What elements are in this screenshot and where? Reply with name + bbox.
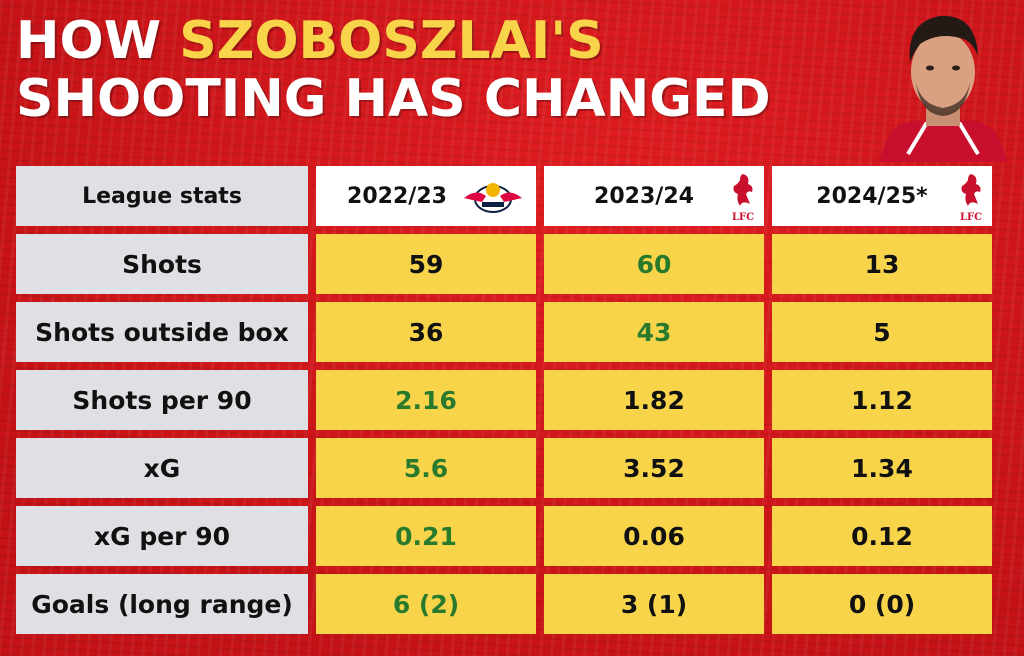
header-label: 2024/25* bbox=[816, 183, 928, 209]
header-row: League stats 2022/23 2023/24 LFC 2024/25… bbox=[16, 166, 992, 226]
header-label: 2022/23 bbox=[347, 183, 447, 209]
cell-xg-2023-24: 3.52 bbox=[544, 438, 764, 498]
table-row: Shots outside box 36 43 5 bbox=[16, 302, 992, 362]
cell-shots-2024-25: 13 bbox=[772, 234, 992, 294]
cell-shots-2023-24: 60 bbox=[544, 234, 764, 294]
cell-xg-2022-23: 5.6 bbox=[316, 438, 536, 498]
liverpool-fc-logo-icon: LFC bbox=[732, 174, 754, 223]
table-row: Shots per 90 2.16 1.82 1.12 bbox=[16, 370, 992, 430]
cell-shots-2022-23: 59 bbox=[316, 234, 536, 294]
cell-shots-per-90-2022-23: 2.16 bbox=[316, 370, 536, 430]
cell-shots-per-90-2024-25: 1.12 bbox=[772, 370, 992, 430]
header-2023-24: 2023/24 LFC bbox=[544, 166, 764, 226]
cell-shots-outside-box-2023-24: 43 bbox=[544, 302, 764, 362]
stats-table: League stats 2022/23 2023/24 LFC 2024/25… bbox=[8, 158, 1000, 642]
row-label-xg: xG bbox=[16, 438, 308, 498]
cell-xg-per-90-2022-23: 0.21 bbox=[316, 506, 536, 566]
cell-goals-2023-24: 3 (1) bbox=[544, 574, 764, 634]
rb-leipzig-logo-icon bbox=[464, 183, 522, 213]
title-line2: SHOOTING HAS CHANGED bbox=[16, 69, 771, 129]
table-row: Shots 59 60 13 bbox=[16, 234, 992, 294]
table-row: xG per 90 0.21 0.06 0.12 bbox=[16, 506, 992, 566]
title-highlight: SZOBOSZLAI'S bbox=[179, 11, 604, 71]
title-prefix: HOW bbox=[16, 11, 180, 71]
header-league-stats: League stats bbox=[16, 166, 308, 226]
liverpool-fc-logo-icon: LFC bbox=[960, 174, 982, 223]
table-row: Goals (long range) 6 (2) 3 (1) 0 (0) bbox=[16, 574, 992, 634]
cell-goals-2022-23: 6 (2) bbox=[316, 574, 536, 634]
cell-xg-per-90-2024-25: 0.12 bbox=[772, 506, 992, 566]
table-row: xG 5.6 3.52 1.34 bbox=[16, 438, 992, 498]
row-label-shots-outside-box: Shots outside box bbox=[16, 302, 308, 362]
cell-xg-2024-25: 1.34 bbox=[772, 438, 992, 498]
row-label-shots-per-90: Shots per 90 bbox=[16, 370, 308, 430]
lfc-text: LFC bbox=[960, 212, 982, 223]
cell-shots-per-90-2023-24: 1.82 bbox=[544, 370, 764, 430]
row-label-shots: Shots bbox=[16, 234, 308, 294]
page-title: HOW SZOBOSZLAI'S SHOOTING HAS CHANGED bbox=[16, 12, 771, 128]
cell-shots-outside-box-2022-23: 36 bbox=[316, 302, 536, 362]
row-label-goals-long-range: Goals (long range) bbox=[16, 574, 308, 634]
row-label-xg-per-90: xG per 90 bbox=[16, 506, 308, 566]
header-label: 2023/24 bbox=[594, 183, 694, 209]
cell-xg-per-90-2023-24: 0.06 bbox=[544, 506, 764, 566]
player-photo bbox=[878, 15, 1008, 162]
lfc-text: LFC bbox=[732, 212, 754, 223]
header-2022-23: 2022/23 bbox=[316, 166, 536, 226]
header-2024-25: 2024/25* LFC bbox=[772, 166, 992, 226]
cell-shots-outside-box-2024-25: 5 bbox=[772, 302, 992, 362]
cell-goals-2024-25: 0 (0) bbox=[772, 574, 992, 634]
